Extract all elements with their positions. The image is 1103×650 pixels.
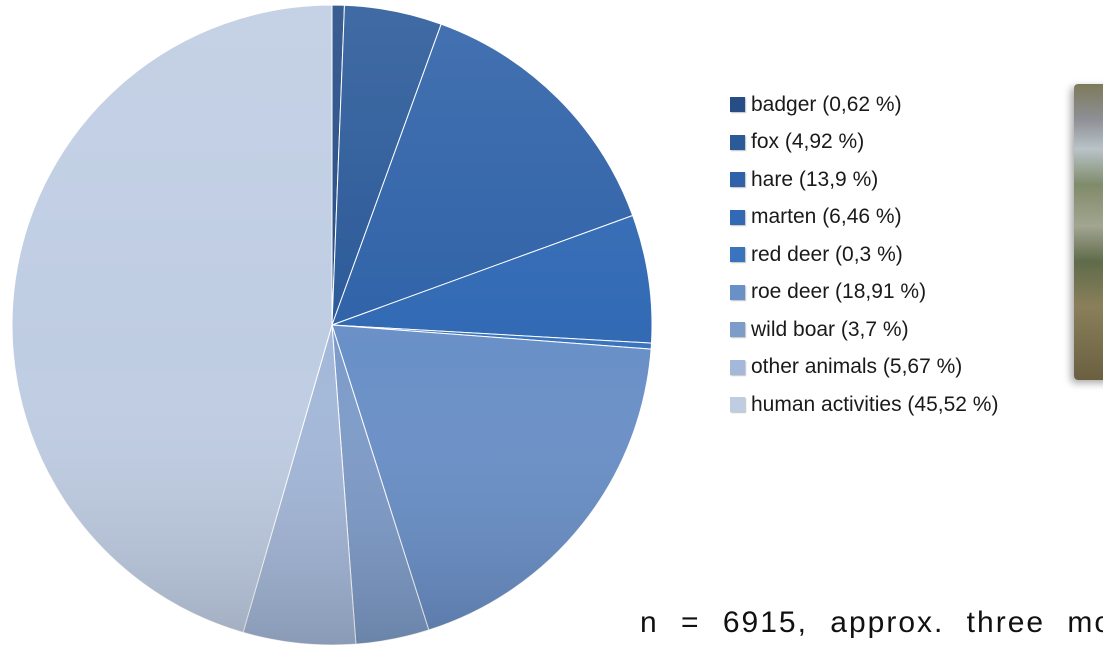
photo-thumbnail-icon bbox=[1074, 84, 1103, 380]
legend-label: wild boar (3,7 %) bbox=[751, 317, 909, 341]
legend-swatch bbox=[730, 397, 745, 413]
legend: badger (0,62 %) fox (4,92 %) hare (13,9 %)… bbox=[730, 86, 998, 424]
legend-label: fox (4,92 %) bbox=[751, 130, 865, 154]
legend-item: hare (13,9 %) bbox=[730, 161, 998, 199]
legend-item: marten (6,46 %) bbox=[730, 199, 998, 237]
legend-label: red deer (0,3 %) bbox=[751, 242, 903, 266]
legend-label: other animals (5,67 %) bbox=[751, 355, 963, 379]
pie-shading bbox=[12, 5, 652, 645]
legend-label: badger (0,62 %) bbox=[751, 92, 902, 116]
legend-label: roe deer (18,91 %) bbox=[751, 280, 927, 304]
legend-swatch bbox=[730, 359, 745, 375]
sample-note: n = 6915, approx. three mo bbox=[640, 608, 1103, 639]
legend-item: other animals (5,67 %) bbox=[730, 349, 998, 387]
legend-item: red deer (0,3 %) bbox=[730, 236, 998, 274]
legend-swatch bbox=[730, 284, 745, 300]
legend-swatch bbox=[730, 172, 745, 188]
legend-label: human activities (45,52 %) bbox=[751, 392, 999, 416]
legend-label: hare (13,9 %) bbox=[751, 167, 879, 191]
legend-swatch bbox=[730, 134, 745, 150]
legend-item: human activities (45,52 %) bbox=[730, 386, 998, 424]
legend-swatch bbox=[730, 97, 745, 113]
legend-swatch bbox=[730, 209, 745, 225]
legend-swatch bbox=[730, 247, 745, 263]
legend-label: marten (6,46 %) bbox=[751, 205, 902, 229]
legend-item: wild boar (3,7 %) bbox=[730, 311, 998, 349]
legend-item: badger (0,62 %) bbox=[730, 86, 998, 124]
legend-swatch bbox=[730, 322, 745, 338]
legend-item: roe deer (18,91 %) bbox=[730, 274, 998, 312]
pie-chart bbox=[11, 4, 653, 646]
legend-item: fox (4,92 %) bbox=[730, 124, 998, 162]
